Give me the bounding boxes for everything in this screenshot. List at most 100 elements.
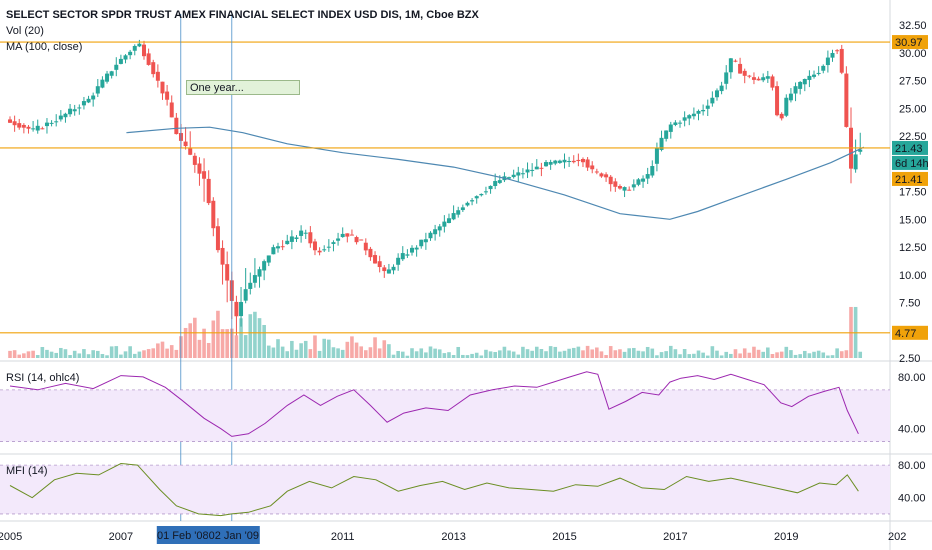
candle-body: [576, 159, 581, 162]
volume-bar: [377, 348, 382, 358]
candle-body: [114, 64, 119, 70]
candle-body: [8, 119, 12, 123]
volume-bar: [548, 346, 553, 358]
countdown-label: 6d 14h: [895, 158, 929, 170]
candle-body: [239, 302, 244, 317]
level-label: 21.43: [895, 143, 923, 155]
candle-body: [21, 124, 26, 128]
rsi-tick-label: 80.00: [898, 372, 926, 384]
time-tick-label: 2011: [331, 531, 355, 543]
rsi-band: [0, 389, 890, 442]
volume-bar: [705, 355, 710, 358]
candle-body: [682, 117, 687, 121]
volume-bar: [632, 347, 636, 358]
volume-bar: [95, 350, 100, 358]
volume-bar: [160, 341, 165, 358]
mfi-tick-label: 80.00: [898, 460, 926, 472]
candle-body: [534, 166, 539, 170]
note-callout[interactable]: One year...: [186, 80, 300, 95]
volume-bar: [530, 350, 534, 358]
volume-bar: [387, 344, 391, 358]
time-tick-label: 2007: [109, 531, 133, 543]
volume-bar: [622, 351, 627, 358]
volume-bar: [12, 350, 17, 358]
candle-body: [423, 239, 428, 243]
volume-bar: [770, 353, 775, 358]
mfi-band: [0, 465, 890, 514]
level-label: 21.41: [895, 174, 923, 186]
candle-body: [299, 230, 304, 236]
volume-bar: [8, 350, 12, 358]
candle-body: [95, 86, 100, 94]
candle-body: [465, 202, 470, 206]
candle-body: [252, 275, 257, 283]
candle-body: [825, 57, 830, 66]
volume-bar: [511, 351, 516, 358]
volume-bar: [659, 352, 664, 358]
candle-body: [225, 264, 230, 281]
candle-body: [211, 200, 216, 229]
volume-bar: [313, 335, 317, 358]
volume-bar: [128, 346, 132, 358]
candle-body: [405, 254, 410, 256]
volume-bar: [317, 350, 322, 358]
volume-bar: [585, 345, 590, 358]
candle-body: [58, 115, 63, 120]
volume-bar: [710, 346, 715, 358]
volume-bar: [742, 348, 747, 358]
candle-body: [548, 161, 553, 165]
candle-body: [294, 237, 299, 240]
volume-bar: [396, 351, 400, 358]
candle-body: [349, 234, 354, 236]
volume-bar: [719, 355, 724, 358]
volume-bar: [798, 354, 802, 358]
candle-body: [391, 266, 396, 271]
volume-bar: [414, 351, 419, 358]
volume-bar: [789, 350, 793, 358]
candle-body: [664, 130, 669, 139]
volume-bar: [211, 320, 216, 358]
price-tick-label: 27.50: [899, 76, 927, 88]
candle-body: [192, 155, 197, 165]
volume-bar: [599, 351, 604, 358]
volume-bar: [31, 350, 35, 358]
volume-bar: [784, 346, 789, 358]
candle-body: [215, 226, 220, 251]
volume-bar: [761, 351, 765, 358]
candle-body: [659, 137, 664, 150]
volume-bar: [391, 354, 396, 358]
candle-body: [719, 85, 724, 92]
volume-bar: [604, 355, 608, 358]
volume-bar: [433, 348, 437, 358]
volume-bar: [276, 339, 280, 358]
candle-body: [77, 107, 82, 109]
candle-body: [525, 169, 530, 173]
volume-bar: [49, 351, 54, 358]
candle-body: [377, 261, 382, 268]
time-tick-label: 2015: [552, 531, 576, 543]
candle-body: [280, 246, 285, 248]
volume-bar: [521, 346, 525, 358]
candle-body: [155, 71, 160, 81]
marker-date-box: [207, 526, 260, 544]
level-label-box: [892, 325, 928, 340]
volume-bar: [461, 354, 465, 358]
candle-body: [590, 165, 595, 170]
candle-body: [303, 232, 308, 234]
price-tick-label: 10.00: [899, 270, 927, 282]
candle-body: [31, 128, 36, 130]
volume-bar: [516, 354, 521, 358]
candle-body: [137, 43, 142, 47]
level-label: 30.97: [895, 37, 923, 49]
volume-bar: [308, 349, 313, 358]
candle-body: [788, 93, 793, 101]
candle-body: [72, 109, 77, 112]
volume-bar: [558, 351, 562, 358]
candle-body: [128, 51, 133, 56]
candle-body: [44, 122, 49, 127]
volume-bar: [327, 339, 331, 358]
volume-bar: [202, 328, 206, 358]
volume-bar: [239, 318, 243, 358]
candle-body: [497, 180, 502, 183]
